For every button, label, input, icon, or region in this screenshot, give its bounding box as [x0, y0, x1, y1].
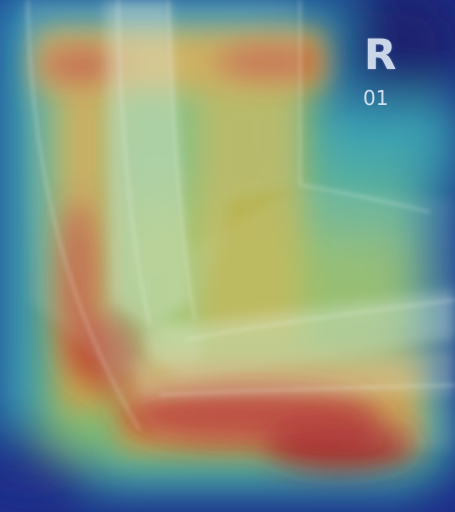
laterality-marker: R: [364, 30, 397, 79]
bone-edges: [27, 0, 455, 431]
image-number-label: 01: [363, 86, 389, 110]
radiograph-anatomy: [20, 0, 455, 450]
